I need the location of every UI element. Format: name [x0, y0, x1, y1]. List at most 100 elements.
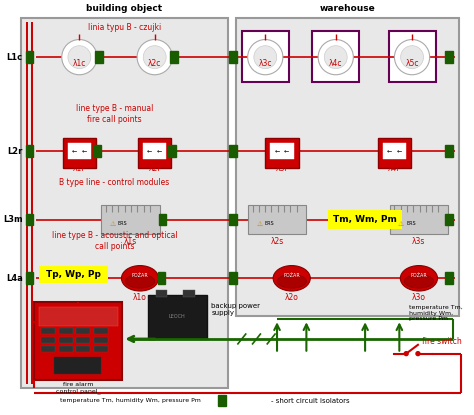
Text: λ2o: λ2o: [285, 293, 299, 303]
Bar: [21, 18, 228, 388]
Text: backup power
supply: backup power supply: [211, 303, 261, 316]
Text: POŻAR: POŻAR: [132, 273, 148, 278]
Text: λ5c: λ5c: [405, 59, 419, 68]
Bar: [265, 138, 299, 168]
Text: ⚠: ⚠: [109, 220, 116, 227]
Circle shape: [254, 46, 277, 68]
Text: λ1c: λ1c: [73, 59, 86, 68]
Bar: [183, 290, 195, 297]
Text: temperature Tm,
humidity Wm,
pressure Pm: temperature Tm, humidity Wm, pressure Pm: [409, 305, 463, 321]
Bar: [63, 138, 96, 168]
Bar: [248, 205, 306, 234]
Circle shape: [401, 46, 423, 68]
Bar: [148, 295, 207, 339]
Bar: [101, 205, 160, 234]
Text: λ3c: λ3c: [258, 59, 272, 68]
Bar: [76, 346, 90, 352]
Text: ←: ←: [82, 149, 87, 154]
Bar: [328, 210, 402, 229]
Bar: [26, 272, 33, 284]
Bar: [76, 328, 90, 334]
Ellipse shape: [401, 266, 438, 291]
Text: ←: ←: [274, 149, 280, 154]
Bar: [446, 272, 453, 284]
Text: ←: ←: [147, 149, 153, 154]
Bar: [155, 290, 167, 297]
Circle shape: [248, 39, 283, 75]
Bar: [138, 138, 171, 168]
Bar: [229, 145, 237, 157]
Text: λ2r: λ2r: [148, 164, 161, 173]
Text: POŻAR: POŻAR: [410, 273, 427, 278]
Bar: [59, 328, 73, 334]
Bar: [76, 337, 90, 343]
Circle shape: [394, 39, 429, 75]
Text: line type B - manual
fire call points: line type B - manual fire call points: [76, 104, 153, 124]
Bar: [229, 51, 237, 63]
Bar: [41, 346, 55, 352]
Bar: [54, 356, 101, 374]
Bar: [229, 272, 237, 284]
Bar: [158, 272, 165, 284]
Circle shape: [62, 39, 97, 75]
Text: POŻAR: POŻAR: [283, 273, 300, 278]
Bar: [26, 51, 33, 63]
Bar: [39, 307, 118, 326]
Bar: [219, 395, 226, 406]
Bar: [446, 214, 453, 225]
Bar: [159, 214, 166, 225]
Text: L1c: L1c: [7, 53, 23, 62]
Text: L2r: L2r: [7, 146, 23, 156]
Text: ←: ←: [72, 149, 77, 154]
Bar: [378, 138, 411, 168]
Bar: [94, 328, 108, 334]
Bar: [41, 337, 55, 343]
Text: building object: building object: [86, 4, 163, 13]
Text: B type line - control modules: B type line - control modules: [59, 178, 170, 187]
Text: ERS: ERS: [118, 221, 127, 226]
Text: ⚠: ⚠: [256, 220, 263, 227]
Text: ←: ←: [284, 149, 290, 154]
Bar: [143, 143, 166, 159]
Text: λ1o: λ1o: [133, 293, 147, 303]
Ellipse shape: [121, 266, 159, 291]
Text: λ3o: λ3o: [412, 293, 426, 303]
Circle shape: [404, 352, 408, 356]
Bar: [236, 18, 459, 317]
Bar: [170, 51, 178, 63]
Text: ←: ←: [157, 149, 162, 154]
Bar: [34, 302, 122, 380]
Bar: [229, 214, 237, 225]
Bar: [270, 143, 294, 159]
Bar: [312, 31, 359, 82]
Bar: [446, 51, 453, 63]
Text: λ2s: λ2s: [270, 237, 283, 246]
Text: ←: ←: [397, 149, 402, 154]
Text: λ1r: λ1r: [73, 164, 86, 173]
Text: line type B - acoustic and optical
call points: line type B - acoustic and optical call …: [52, 232, 177, 251]
Bar: [389, 31, 436, 82]
Bar: [242, 31, 289, 82]
Text: λ1s: λ1s: [124, 237, 137, 246]
Bar: [59, 337, 73, 343]
Text: warehouse: warehouse: [319, 4, 375, 13]
Bar: [94, 337, 108, 343]
Bar: [446, 145, 453, 157]
Bar: [94, 346, 108, 352]
Text: temperature Tm, humidity Wm, pressure Pm: temperature Tm, humidity Wm, pressure Pm: [60, 398, 201, 403]
Text: Tm, Wm, Pm: Tm, Wm, Pm: [333, 215, 397, 224]
Circle shape: [416, 352, 420, 356]
Text: ERS: ERS: [406, 221, 416, 226]
Text: fire alarm
control panel_: fire alarm control panel_: [56, 382, 100, 394]
Ellipse shape: [125, 274, 155, 288]
Text: linia typu B - czujki: linia typu B - czujki: [88, 23, 161, 32]
Text: fire switch: fire switch: [422, 337, 462, 347]
Ellipse shape: [404, 274, 434, 288]
Ellipse shape: [277, 274, 306, 288]
Bar: [93, 145, 101, 157]
Circle shape: [137, 39, 173, 75]
Bar: [68, 143, 91, 159]
Text: L3m: L3m: [3, 215, 23, 224]
Bar: [95, 51, 103, 63]
Text: ERS: ERS: [264, 221, 274, 226]
